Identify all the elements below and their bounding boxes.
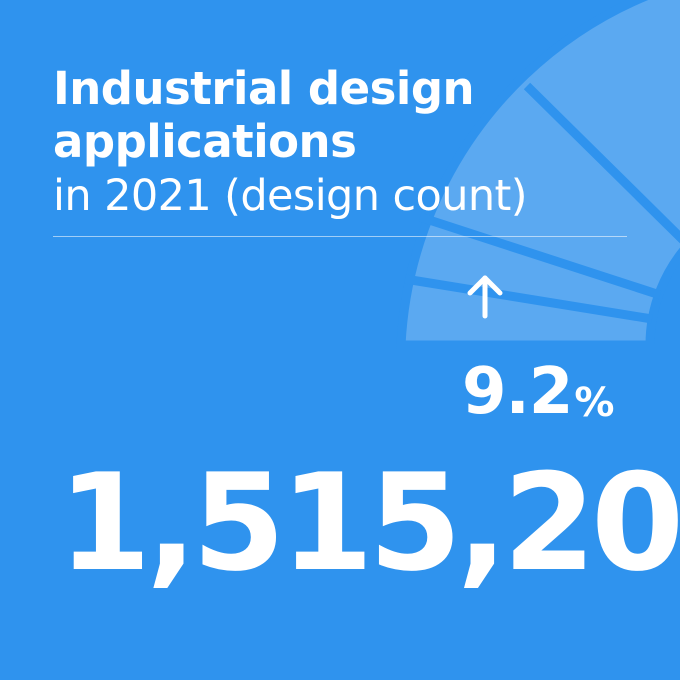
title-block: Industrial design applications in 2021 (…	[53, 62, 653, 224]
total-count: 1,515,200	[58, 445, 680, 601]
title-line-2: applications	[53, 115, 357, 168]
title-line-1: Industrial design	[53, 62, 475, 115]
ring-gap-4	[523, 82, 680, 244]
arrow-up-icon	[467, 275, 503, 319]
change-unit: %	[574, 380, 615, 426]
change-percentage: 9.2 %	[462, 352, 614, 432]
ring-gap-2	[404, 274, 653, 324]
title-line-3: in 2021 (design count)	[53, 171, 528, 221]
ring-gap-3	[418, 212, 662, 300]
title-divider	[53, 236, 627, 237]
ring-segment-main	[396, 0, 680, 350]
change-value: 9.2	[462, 355, 573, 429]
